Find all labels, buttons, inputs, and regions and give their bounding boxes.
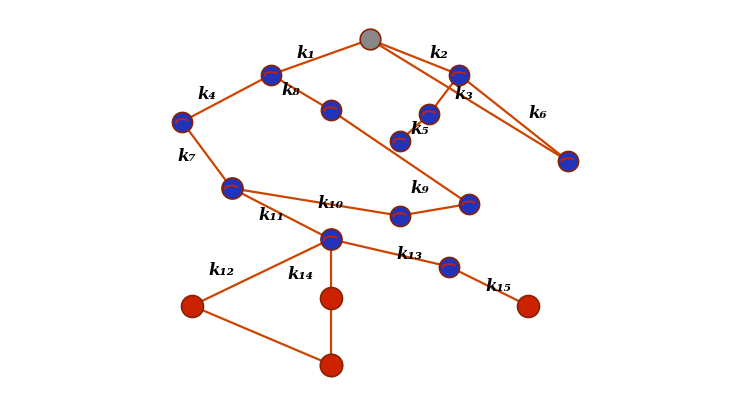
Text: k₁₁: k₁₁ bbox=[258, 207, 284, 224]
Point bbox=[453, 72, 465, 78]
Text: k₁₂: k₁₂ bbox=[209, 262, 235, 279]
Text: k₁₄: k₁₄ bbox=[288, 266, 314, 283]
Point bbox=[522, 302, 534, 309]
Point bbox=[364, 36, 376, 43]
Point bbox=[394, 212, 406, 219]
Text: k₆: k₆ bbox=[529, 105, 548, 122]
Point bbox=[562, 158, 574, 164]
Text: k₁₅: k₁₅ bbox=[485, 278, 512, 295]
Point bbox=[443, 263, 455, 270]
Text: k₅: k₅ bbox=[410, 121, 429, 138]
Text: k₇: k₇ bbox=[178, 148, 197, 166]
Point bbox=[325, 295, 337, 301]
Point bbox=[186, 302, 198, 309]
Point bbox=[226, 185, 238, 192]
Text: k₈: k₈ bbox=[281, 82, 300, 99]
Point bbox=[463, 201, 475, 207]
Text: k₄: k₄ bbox=[197, 86, 216, 103]
Text: k₁₃: k₁₃ bbox=[397, 246, 422, 263]
Point bbox=[266, 72, 278, 78]
Point bbox=[325, 361, 337, 368]
Point bbox=[325, 236, 337, 242]
Point bbox=[394, 138, 406, 144]
Text: k₂: k₂ bbox=[430, 45, 448, 62]
Point bbox=[424, 111, 436, 117]
Text: k₉: k₉ bbox=[410, 180, 429, 197]
Text: k₁₀: k₁₀ bbox=[317, 196, 344, 212]
Text: k₃: k₃ bbox=[454, 86, 473, 103]
Text: k₁: k₁ bbox=[296, 45, 315, 62]
Point bbox=[325, 107, 337, 113]
Point bbox=[176, 118, 188, 125]
